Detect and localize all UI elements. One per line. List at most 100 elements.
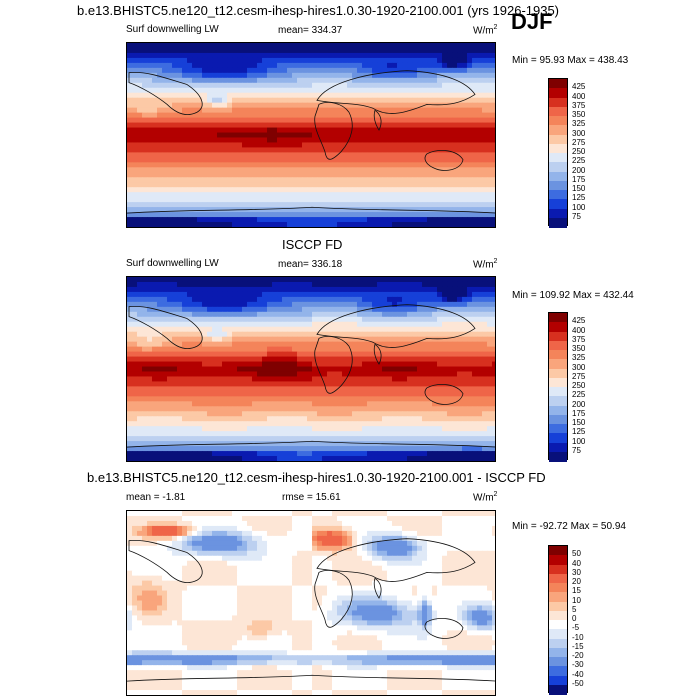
- colorbar-tick-label: 375: [572, 334, 586, 344]
- colorbar-tick-label: 425: [572, 316, 586, 326]
- colorbar-tick-label: 10: [572, 595, 581, 605]
- colorbar-tick-label: 125: [572, 193, 586, 203]
- colorbar-tick-label: 300: [572, 128, 586, 138]
- panel2-units: W/m2: [473, 258, 498, 271]
- panel3-map: [126, 510, 496, 696]
- colorbar-tick-label: 250: [572, 147, 586, 156]
- coastline: [373, 109, 382, 131]
- panel3-colorbar: 50 40 30 20 15 10 5 0 -5 -10 -15 -20 -30 -40 -50: [548, 545, 608, 695]
- coastline: [424, 384, 464, 405]
- colorbar-tick-label: 150: [572, 418, 586, 427]
- colorbar-tick-label: 400: [572, 325, 586, 335]
- colorbar-swatch: [549, 629, 567, 639]
- colorbar-tick-label: 175: [572, 174, 586, 184]
- colorbar-swatch: [549, 684, 567, 695]
- colorbar-tick-label: 0: [572, 614, 577, 623]
- colorbar-swatch: [549, 442, 567, 453]
- colorbar-tick-label: 275: [572, 371, 586, 381]
- panel2-heading: ISCCP FD: [282, 237, 343, 252]
- colorbar-tick-label: 275: [572, 137, 586, 147]
- colorbar-swatch: [549, 451, 567, 462]
- colorbar-tick-label: 225: [572, 390, 586, 400]
- map-field: [127, 43, 495, 227]
- colorbar-tick-label: 5: [572, 604, 577, 614]
- colorbar-tick-label: 15: [572, 586, 581, 596]
- coastline: [316, 538, 476, 582]
- colorbar-swatch: [549, 116, 567, 126]
- colorbar-swatch: [549, 675, 567, 686]
- colorbar-swatch: [549, 424, 567, 434]
- panel2-minmax: Min = 109.92 Max = 432.44: [512, 290, 634, 301]
- panel3-heading: b.e13.BHISTC5.ne120_t12.cesm-ihesp-hires…: [87, 470, 546, 485]
- colorbar-tick-label: 75: [572, 211, 581, 221]
- colorbar-tick-label: 50: [572, 549, 581, 559]
- colorbar-swatch: [549, 601, 567, 612]
- season-label: DJF: [511, 9, 553, 34]
- panel1-colorbar: 425 400 375 350 325 300 275 250 225 200 175 150 125 1…: [548, 78, 608, 228]
- colorbar-tick-label: -5: [572, 623, 580, 633]
- coastline: [127, 674, 495, 682]
- colorbar-tick-label: 40: [572, 558, 581, 568]
- colorbar-swatch: [549, 106, 567, 117]
- colorbar-tick-label: 175: [572, 408, 586, 418]
- colorbar-tick-label: 400: [572, 91, 586, 101]
- colorbar-swatch: [549, 322, 567, 332]
- map-field: [127, 511, 495, 695]
- colorbar-swatch: [549, 134, 567, 145]
- colorbar-swatch: [549, 433, 567, 443]
- panel2-map: [126, 276, 496, 462]
- colorbar-box: [548, 78, 568, 228]
- colorbar-swatch: [549, 217, 567, 228]
- panel2-mean: mean= 336.18: [278, 259, 343, 270]
- coastline: [424, 150, 464, 171]
- colorbar-swatch: [549, 387, 567, 397]
- colorbar-tick-label: 375: [572, 100, 586, 110]
- colorbar-swatch: [549, 359, 567, 369]
- colorbar-swatch: [549, 208, 567, 219]
- colorbar-swatch: [549, 555, 567, 565]
- colorbar-swatch: [549, 573, 567, 584]
- colorbar-box: [548, 545, 568, 695]
- colorbar-swatch: [549, 564, 567, 575]
- colorbar-tick-label: 200: [572, 399, 586, 409]
- colorbar-swatch: [549, 340, 567, 351]
- coastline: [373, 343, 382, 365]
- colorbar-swatch: [549, 143, 567, 154]
- colorbar-swatch: [549, 125, 567, 135]
- colorbar-swatch: [549, 180, 567, 191]
- colorbar-swatch: [549, 153, 567, 163]
- panel1-map: [126, 42, 496, 228]
- map-field: [127, 277, 495, 461]
- colorbar-tick-label: 350: [572, 344, 586, 353]
- colorbar-swatch: [549, 396, 567, 406]
- colorbar-swatch: [549, 171, 567, 182]
- panel3-rmse: rmse = 15.61: [282, 492, 341, 503]
- colorbar-tick-label: 100: [572, 202, 586, 212]
- colorbar-swatch: [549, 79, 567, 89]
- colorbar-tick-label: 350: [572, 110, 586, 119]
- colorbar-tick-label: -15: [572, 641, 584, 651]
- coastline: [127, 206, 495, 214]
- panel3-minmax: Min = -92.72 Max = 50.94: [512, 521, 626, 532]
- colorbar-tick-label: -10: [572, 632, 584, 642]
- colorbar-tick-label: 20: [572, 577, 581, 586]
- colorbar-swatch: [549, 583, 567, 593]
- coastline: [128, 305, 203, 350]
- coastline: [424, 618, 464, 639]
- colorbar-swatch: [549, 88, 567, 98]
- colorbar-box: [548, 312, 568, 462]
- colorbar-swatch: [549, 313, 567, 323]
- colorbar-swatch: [549, 162, 567, 172]
- coastline: [316, 304, 476, 348]
- colorbar-tick-label: 100: [572, 436, 586, 446]
- colorbar-tick-label: -20: [572, 651, 584, 660]
- colorbar-swatch: [549, 377, 567, 388]
- colorbar-tick-label: 30: [572, 567, 581, 577]
- colorbar-swatch: [549, 331, 567, 342]
- coastline: [128, 539, 203, 584]
- colorbar-swatch: [549, 405, 567, 416]
- colorbar-tick-label: 75: [572, 445, 581, 455]
- colorbar-tick-label: 150: [572, 184, 586, 193]
- colorbar-swatch: [549, 414, 567, 425]
- colorbar-swatch: [549, 190, 567, 200]
